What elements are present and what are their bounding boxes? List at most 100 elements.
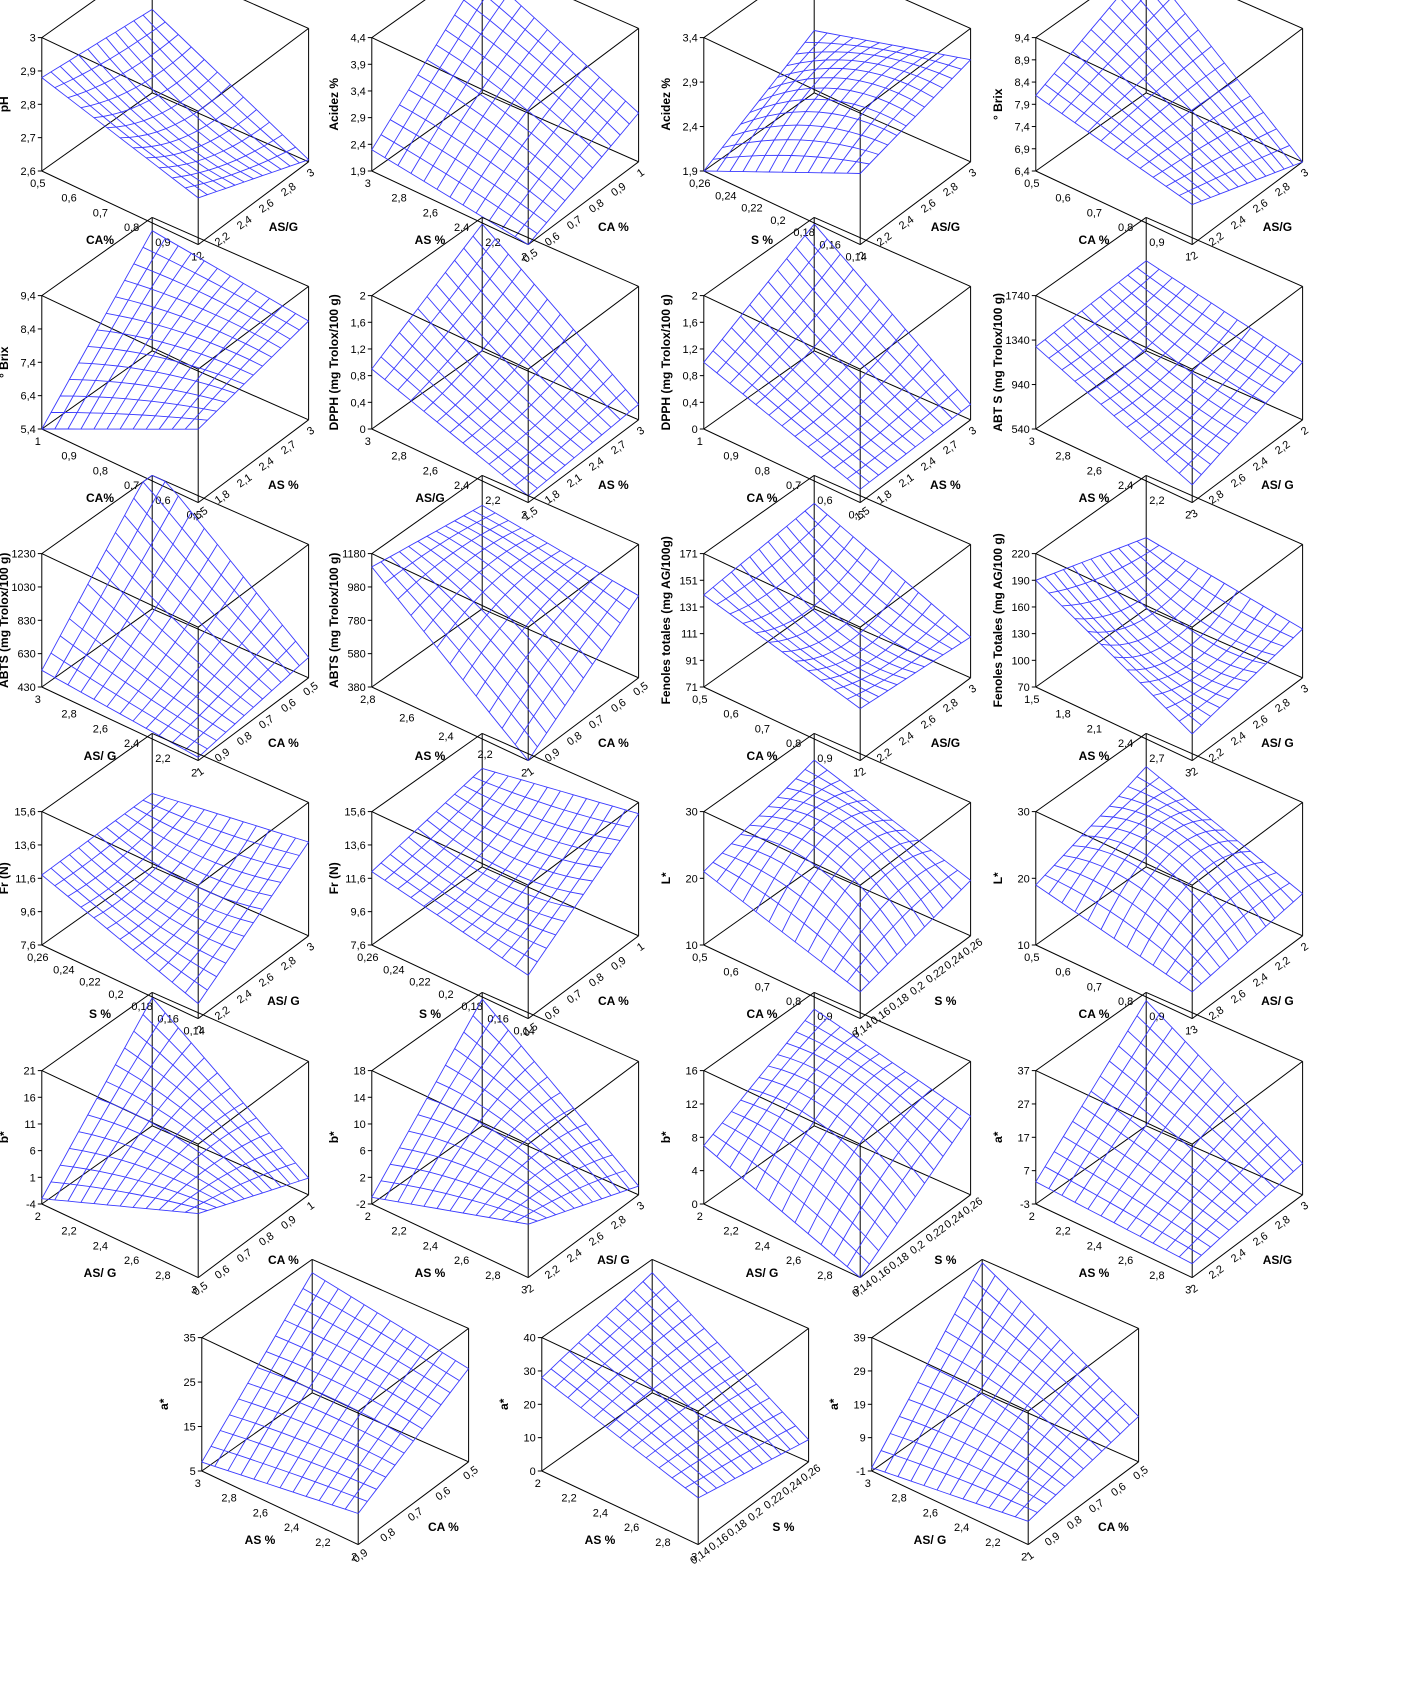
surface-grid-line xyxy=(643,1282,799,1445)
box-edge xyxy=(42,93,152,171)
y-tick-label: 0,6 xyxy=(213,1263,232,1282)
z-tick-label: 10 xyxy=(686,940,698,952)
surface-grid-line xyxy=(473,1016,629,1190)
y-axis-label: S % xyxy=(934,1253,956,1267)
y-tick-label: 2,6 xyxy=(1251,713,1270,732)
surface-grid-line xyxy=(254,1305,364,1480)
surface-grid-line xyxy=(872,1263,982,1468)
box-edge xyxy=(372,217,482,295)
z-tick-label: 1340 xyxy=(1005,335,1029,347)
z-tick-label: 190 xyxy=(1011,575,1029,587)
surface-grid-line xyxy=(704,760,814,872)
x-axis-label: AS/ G xyxy=(914,1533,947,1547)
z-tick-label: 111 xyxy=(681,629,698,641)
z-tick-label: 220 xyxy=(1011,549,1029,561)
y-tick-label: 1,8 xyxy=(543,488,562,507)
surface-grid-line xyxy=(68,1028,178,1201)
box-edge xyxy=(1036,609,1146,687)
y-tick-label: 2,8 xyxy=(279,955,298,974)
x-tick-label: 2,8 xyxy=(391,451,406,463)
box-edge xyxy=(704,1071,860,1145)
x-tick-label: 2,8 xyxy=(817,1270,832,1282)
y-tick-label: 0,2 xyxy=(908,1238,927,1257)
surface-grid-line xyxy=(398,521,508,600)
surface-grid-line xyxy=(1119,796,1275,918)
surface-grid-line xyxy=(834,860,944,972)
y-tick-label: 2,6 xyxy=(587,1230,606,1249)
surface-grid-line xyxy=(411,780,521,898)
x-tick-label: 2,4 xyxy=(93,1240,108,1252)
z-tick-label: 25 xyxy=(184,1377,196,1389)
surface-grid-line xyxy=(60,66,216,191)
z-tick-label: 15,6 xyxy=(344,807,365,819)
surface-grid-line xyxy=(750,825,906,945)
z-axis-label: Fenoles totales (mg AG/100g) xyxy=(659,536,673,704)
z-tick-label: 3,9 xyxy=(351,59,366,71)
z-tick-label: 10 xyxy=(1018,940,1030,952)
y-tick-label: 0,6 xyxy=(609,697,628,716)
surface-grid-line xyxy=(381,357,537,488)
box-edge xyxy=(372,945,528,1019)
y-tick-label: 2,4 xyxy=(1251,971,1270,990)
y-tick-label: 2 xyxy=(1299,941,1311,954)
x-tick-label: 0,8 xyxy=(755,465,770,477)
surface-grid-line xyxy=(202,1462,358,1513)
surface-grid-line xyxy=(542,1273,652,1378)
x-tick-label: 0,6 xyxy=(817,495,832,507)
x-tick-label: 2,4 xyxy=(954,1522,969,1534)
y-tick-label: 0,9 xyxy=(609,955,628,974)
z-tick-label: 2,6 xyxy=(21,166,36,178)
y-tick-label: 0,9 xyxy=(213,746,232,765)
surface-grid-line xyxy=(821,1089,931,1244)
y-tick-label: 2,7 xyxy=(279,439,298,458)
y-tick-label: 2,2 xyxy=(1207,230,1226,249)
x-tick-label: 2 xyxy=(697,1211,703,1223)
y-tick-label: 0,8 xyxy=(257,1230,276,1249)
x-tick-label: 0,5 xyxy=(1024,952,1039,964)
z-tick-label: 2 xyxy=(360,1172,366,1184)
y-tick-label: 3 xyxy=(305,941,317,954)
surface-plot: 6,46,97,47,98,48,99,4° Brix0,50,60,70,80… xyxy=(991,0,1311,264)
y-tick-label: 2,8 xyxy=(279,181,298,200)
z-tick-label: 1740 xyxy=(1005,291,1029,303)
z-axis-label: b* xyxy=(327,1131,341,1143)
box-edge xyxy=(152,0,308,28)
z-tick-label: 20 xyxy=(524,1399,536,1411)
z-axis-label: L* xyxy=(659,872,673,884)
surface-grid-line xyxy=(1109,1061,1265,1197)
z-tick-label: 151 xyxy=(679,575,697,587)
z-axis-label: ° Brix xyxy=(0,346,11,378)
box-edge xyxy=(1036,0,1146,38)
z-tick-label: -2 xyxy=(356,1199,366,1211)
surface-grid-line xyxy=(730,526,840,614)
x-tick-label: 0,16 xyxy=(487,1013,508,1025)
surface-grid-line xyxy=(606,1316,762,1464)
y-tick-label: 0,5 xyxy=(631,680,650,699)
box-edge xyxy=(1036,687,1192,761)
y-tick-label: 2,4 xyxy=(1229,730,1248,749)
surface-grid-line xyxy=(473,236,629,412)
z-tick-label: 2 xyxy=(692,291,698,303)
y-tick-label: 2,2 xyxy=(1207,1263,1226,1282)
y-tick-label: 2,2 xyxy=(1273,955,1292,974)
surface-grid-line xyxy=(1128,787,1284,911)
z-axis-label: Acidez % xyxy=(659,78,673,131)
surface-grid-line xyxy=(450,1093,560,1211)
box-edge xyxy=(1036,429,1192,503)
box-edge xyxy=(152,609,308,678)
surface-grid-line xyxy=(607,1342,717,1427)
y-tick-label: 0,26 xyxy=(799,1462,823,1484)
x-tick-label: 0,5 xyxy=(1024,178,1039,190)
y-tick-label: 3 xyxy=(1299,167,1311,180)
surface-grid-line xyxy=(1088,295,1198,393)
y-tick-label: 0,8 xyxy=(587,971,606,990)
y-tick-label: 0,7 xyxy=(406,1505,425,1524)
z-axis-label: b* xyxy=(0,1131,11,1143)
y-axis-label: CA % xyxy=(598,220,629,234)
y-tick-label: 2,6 xyxy=(257,971,276,990)
